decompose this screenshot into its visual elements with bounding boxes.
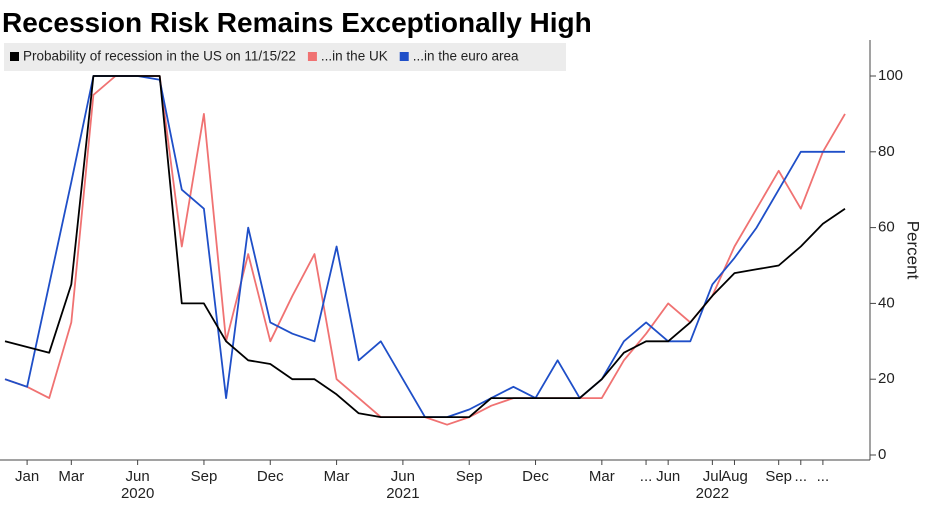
x-tick-label: Mar <box>324 468 350 485</box>
x-tick-label: Sep <box>191 468 218 485</box>
y-tick-label: 80 <box>878 143 895 160</box>
x-tick-label: Mar <box>589 468 615 485</box>
legend-label: ...in the euro area <box>413 49 519 64</box>
x-tick-label: Mar <box>58 468 84 485</box>
data-line <box>4 75 846 418</box>
data-line <box>4 75 845 418</box>
x-tick-label: ... <box>817 468 830 485</box>
x-tick-label: Dec <box>522 468 549 485</box>
x-tick-label: Jun <box>126 468 150 485</box>
legend-swatch <box>10 52 19 61</box>
x-tick-label: ... <box>795 468 808 485</box>
data-line <box>4 75 846 426</box>
legend-swatch <box>307 52 317 61</box>
y-tick-label: 20 <box>878 370 895 387</box>
x-year-label: 2022 <box>696 485 729 502</box>
y-tick-label: 40 <box>878 294 895 311</box>
x-tick-label: Aug <box>721 468 748 485</box>
x-tick-label: Jul <box>703 468 722 485</box>
x-year-label: 2020 <box>121 485 154 502</box>
legend: Probability of recession in the US on 11… <box>10 49 519 64</box>
legend-swatch <box>399 52 409 61</box>
y-axis-label: Percent <box>904 221 923 280</box>
x-tick-label: Jun <box>391 468 415 485</box>
x-tick-label: ... <box>640 468 653 485</box>
legend-label: Probability of recession in the US on 11… <box>23 49 296 64</box>
y-tick-label: 100 <box>878 67 903 84</box>
legend-box <box>4 43 566 71</box>
x-tick-label: Dec <box>257 468 284 485</box>
x-tick-label: Sep <box>456 468 483 485</box>
chart-title: Recession Risk Remains Exceptionally Hig… <box>2 7 592 38</box>
x-year-label: 2021 <box>386 485 419 502</box>
legend-label: ...in the UK <box>321 49 388 64</box>
y-tick-label: 60 <box>878 219 895 236</box>
x-tick-label: Jun <box>656 468 680 485</box>
x-tick-label: Jan <box>15 468 39 485</box>
x-tick-label: Sep <box>765 468 792 485</box>
y-tick-label: 0 <box>878 446 886 463</box>
